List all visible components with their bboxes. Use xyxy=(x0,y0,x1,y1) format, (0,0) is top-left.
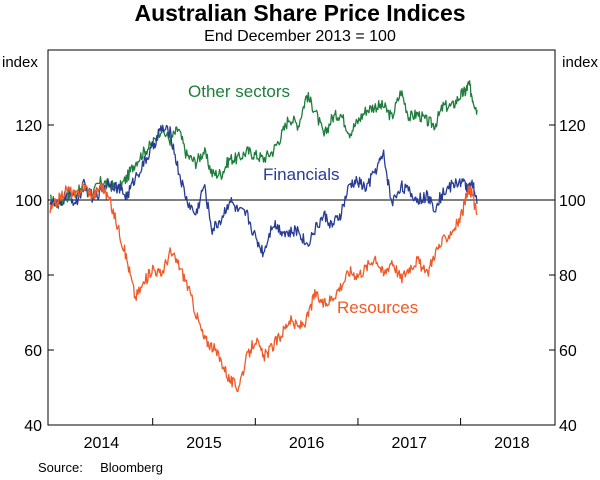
plot-frame xyxy=(47,49,556,426)
y-axis-label-left: index xyxy=(2,54,38,71)
x-tick-label: 2016 xyxy=(289,435,325,452)
y-tick-label-left: 40 xyxy=(24,418,42,435)
y-axis-label-right: index xyxy=(562,54,598,71)
x-tick-label: 2018 xyxy=(494,435,530,452)
series-label-resources: Resources xyxy=(337,298,418,317)
x-tick-label: 2014 xyxy=(84,435,120,452)
source-value: Bloomberg xyxy=(100,460,163,475)
y-tick-label-right: 60 xyxy=(559,343,577,360)
chart-title: Australian Share Price Indices xyxy=(134,0,466,26)
source-label: Source: xyxy=(38,460,83,475)
y-tick-label-right: 40 xyxy=(559,418,577,435)
series-line-other-sectors xyxy=(50,80,478,209)
x-tick-label: 2015 xyxy=(186,435,222,452)
y-tick-label-left: 60 xyxy=(24,343,42,360)
y-tick-label-left: 80 xyxy=(24,268,42,285)
series-line-resources xyxy=(49,182,478,393)
y-tick-label-left: 100 xyxy=(15,193,42,210)
y-tick-label-right: 100 xyxy=(559,193,586,210)
y-tick-label-right: 120 xyxy=(559,118,586,135)
series-label-financials: Financials xyxy=(263,165,340,184)
source-note: Source: Bloomberg xyxy=(38,460,163,476)
x-tick-label: 2017 xyxy=(391,435,427,452)
y-tick-label-right: 80 xyxy=(559,268,577,285)
y-tick-label-left: 120 xyxy=(15,118,42,135)
chart-subtitle: End December 2013 = 100 xyxy=(204,28,396,45)
series-line-financials xyxy=(49,124,478,258)
series-label-other-sectors: Other sectors xyxy=(188,82,290,101)
